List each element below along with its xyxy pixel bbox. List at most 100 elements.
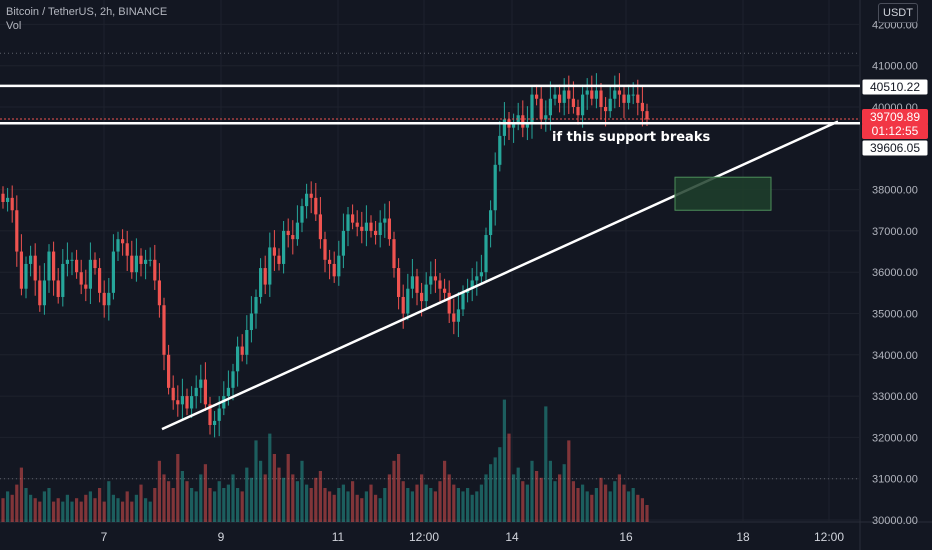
volume-bar bbox=[548, 460, 552, 522]
price-tick-label: 38000.00 bbox=[872, 185, 918, 197]
price-tag-label: 01:12:55 bbox=[872, 124, 919, 138]
volume-bar bbox=[328, 491, 332, 522]
candle-body bbox=[268, 247, 272, 285]
candle-body bbox=[493, 164, 497, 211]
candle-body bbox=[277, 255, 281, 264]
volume-bar bbox=[70, 501, 74, 522]
candle-body bbox=[548, 98, 552, 116]
candle-body bbox=[148, 259, 152, 261]
candle-body bbox=[525, 123, 529, 128]
volume-bar bbox=[585, 491, 589, 522]
candle-body bbox=[406, 288, 410, 314]
candle-body bbox=[535, 94, 539, 99]
volume-bar bbox=[594, 488, 598, 522]
candle-body bbox=[346, 214, 350, 231]
volume-bar bbox=[134, 494, 138, 522]
candle-body bbox=[70, 259, 74, 261]
volume-bar bbox=[107, 481, 111, 522]
volume-bar bbox=[102, 501, 106, 522]
candle-body bbox=[33, 255, 37, 281]
volume-bar bbox=[581, 484, 585, 522]
target-zone-box bbox=[674, 176, 772, 211]
candle-body bbox=[98, 268, 102, 293]
volume-bar bbox=[93, 498, 97, 522]
candle-body bbox=[604, 107, 608, 112]
candle-body bbox=[291, 235, 295, 240]
time-tick-label: 16 bbox=[619, 530, 633, 544]
candle-body bbox=[245, 330, 249, 355]
volume-bar bbox=[512, 474, 516, 522]
volume-bar bbox=[236, 488, 240, 522]
candle-body bbox=[456, 309, 460, 322]
candle-body bbox=[594, 90, 598, 99]
volume-bar bbox=[185, 481, 189, 522]
candle-body bbox=[452, 313, 456, 322]
volume-bar bbox=[249, 477, 253, 522]
time-tick-label: 12:00 bbox=[409, 530, 439, 544]
candle-body bbox=[56, 280, 60, 297]
volume-bar bbox=[52, 501, 56, 522]
volume-bar bbox=[576, 488, 580, 522]
volume-bar bbox=[240, 491, 244, 522]
volume-bar bbox=[627, 491, 631, 522]
volume-bar bbox=[502, 399, 506, 522]
candle-body bbox=[374, 230, 378, 236]
candle-body bbox=[489, 210, 493, 236]
candle-body bbox=[42, 280, 46, 306]
candle-body bbox=[341, 230, 345, 256]
volume-bar bbox=[190, 488, 194, 522]
candle-body bbox=[130, 255, 134, 273]
candle-body bbox=[6, 197, 10, 202]
price-tick-label: 36000.00 bbox=[872, 267, 918, 279]
candle-body bbox=[323, 239, 327, 260]
candle-body bbox=[1, 193, 5, 202]
candle-body bbox=[645, 111, 649, 120]
candle-body bbox=[116, 239, 120, 252]
volume-bar bbox=[42, 491, 46, 522]
candle-body bbox=[576, 107, 580, 116]
volume-bar bbox=[1, 498, 5, 522]
price-tag-box bbox=[862, 123, 928, 139]
candle-body bbox=[144, 259, 148, 264]
volume-bar bbox=[180, 471, 184, 522]
volume-bar bbox=[56, 498, 60, 522]
candle-body bbox=[571, 98, 575, 107]
volume-bar bbox=[254, 440, 258, 522]
candle-body bbox=[479, 272, 483, 277]
volume-bar bbox=[29, 494, 33, 522]
volume-bar bbox=[157, 460, 161, 522]
price-tick-label: 31000.00 bbox=[872, 474, 918, 486]
candle-body bbox=[259, 268, 263, 297]
volume-bar bbox=[245, 467, 249, 522]
candle-body bbox=[263, 268, 267, 285]
volume-bar bbox=[498, 447, 502, 522]
volume-bar bbox=[415, 484, 419, 522]
candle-body bbox=[640, 102, 644, 112]
volume-bar bbox=[640, 498, 644, 522]
volume-bar bbox=[148, 501, 152, 522]
price-tick-label: 33000.00 bbox=[872, 391, 918, 403]
volume-bar bbox=[222, 488, 226, 522]
candle-body bbox=[254, 296, 258, 314]
candle-body bbox=[337, 255, 341, 277]
volume-bar bbox=[461, 491, 465, 522]
volume-bar bbox=[447, 474, 451, 522]
volume-bar bbox=[599, 477, 603, 522]
currency-button[interactable]: USDT bbox=[878, 3, 918, 23]
time-tick-label: 14 bbox=[505, 530, 519, 544]
candle-body bbox=[415, 276, 419, 293]
volume-bar bbox=[263, 474, 267, 522]
volume-bar bbox=[38, 501, 42, 522]
volume-bar bbox=[383, 488, 387, 522]
volume-bar bbox=[47, 488, 51, 522]
volume-bar bbox=[213, 491, 217, 522]
candle-body bbox=[544, 115, 548, 120]
candlesticks bbox=[1, 73, 649, 438]
volume-bar bbox=[272, 454, 276, 522]
candle-body bbox=[553, 94, 557, 99]
candle-body bbox=[397, 268, 401, 297]
volume-bar bbox=[608, 491, 612, 522]
candle-body bbox=[286, 230, 290, 236]
